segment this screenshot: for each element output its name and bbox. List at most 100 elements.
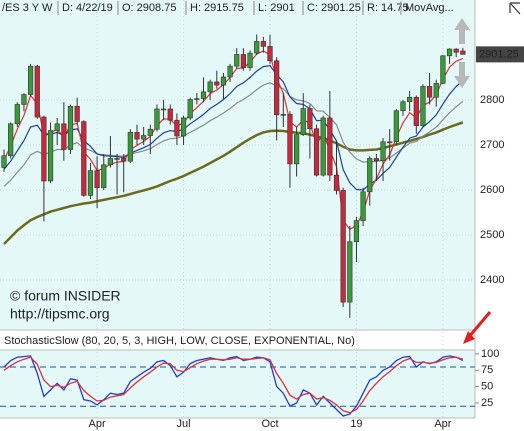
candle-body bbox=[167, 108, 173, 121]
candle-body bbox=[240, 54, 247, 68]
candle-body bbox=[407, 96, 413, 103]
y-tick-label: 2600 bbox=[480, 184, 504, 196]
moving-average bbox=[3, 65, 464, 191]
candle-body bbox=[360, 191, 366, 221]
candle-body bbox=[154, 108, 160, 130]
candle-body bbox=[147, 128, 153, 136]
candle-body bbox=[67, 105, 74, 150]
candle-body bbox=[141, 135, 147, 140]
header-field: D: 4/22/19 bbox=[62, 2, 113, 14]
expand-icon[interactable] bbox=[509, 2, 521, 15]
header-field: L: 2901 bbox=[258, 2, 295, 14]
candle-body bbox=[187, 99, 193, 119]
candle-body bbox=[280, 114, 286, 116]
candle-body bbox=[114, 158, 120, 160]
candle-body bbox=[373, 158, 380, 162]
header-field: /ES 3 Y W bbox=[2, 2, 53, 14]
last-price-label: 2901.25 bbox=[479, 48, 519, 60]
candle-body bbox=[227, 65, 233, 78]
candle-body bbox=[380, 141, 386, 162]
header-field: O: 2908.75 bbox=[122, 2, 176, 14]
stochastic-title: StochasticSlow (80, 20, 5, 3, HIGH, LOW,… bbox=[4, 335, 355, 347]
stochastic-title-bar bbox=[0, 330, 475, 350]
candle-body bbox=[61, 123, 67, 150]
candle-body bbox=[127, 132, 133, 162]
candle-body bbox=[333, 174, 340, 191]
candle-body bbox=[353, 220, 360, 243]
candle-body bbox=[446, 48, 453, 57]
candle-body bbox=[54, 123, 60, 131]
header-field: C: 2901.25 bbox=[307, 2, 361, 14]
candle-body bbox=[27, 65, 34, 95]
up-arrow bbox=[454, 18, 470, 44]
x-tick-label: Jul bbox=[177, 418, 191, 430]
moving-average bbox=[3, 50, 464, 230]
candle-body bbox=[367, 158, 373, 193]
stochastic-line bbox=[3, 355, 464, 417]
watermark: © forum INSIDER bbox=[10, 288, 121, 304]
header-field: MovAvg... bbox=[405, 2, 454, 14]
candle-body bbox=[200, 91, 207, 99]
y-tick-label: 2500 bbox=[480, 229, 504, 241]
candle-body bbox=[121, 158, 127, 162]
candle-body bbox=[207, 81, 213, 93]
y-tick-label: 2800 bbox=[480, 94, 504, 106]
scroll-arrows bbox=[454, 18, 470, 88]
x-tick-label: Oct bbox=[261, 418, 278, 430]
candle-body bbox=[41, 116, 47, 182]
candle-body bbox=[327, 117, 333, 176]
x-tick-label: Apr bbox=[434, 418, 451, 430]
candle-body bbox=[161, 108, 167, 111]
candle-body bbox=[347, 241, 353, 303]
candle-body bbox=[174, 119, 180, 137]
candle-body bbox=[460, 50, 466, 55]
candle-body bbox=[21, 94, 27, 105]
y-tick-label: 25 bbox=[481, 397, 493, 409]
candle-body bbox=[393, 110, 399, 143]
candle-body bbox=[433, 82, 439, 98]
candle-body bbox=[453, 48, 459, 53]
stochastic-plot bbox=[3, 355, 464, 417]
candle-body bbox=[413, 96, 419, 126]
last-price-box bbox=[476, 46, 524, 63]
candle-body bbox=[87, 170, 94, 196]
candle-body bbox=[94, 170, 100, 189]
header-field: R: 14.75 bbox=[367, 2, 409, 14]
candle-body bbox=[426, 86, 433, 98]
candle-body bbox=[340, 190, 346, 303]
candle-body bbox=[214, 81, 220, 86]
y-tick-label: 2700 bbox=[480, 139, 504, 151]
candle-body bbox=[34, 65, 40, 118]
candle-body bbox=[287, 114, 293, 165]
header-field: H: 2915.75 bbox=[190, 2, 244, 14]
candle-body bbox=[254, 41, 260, 54]
watermark: http://tipsmc.org bbox=[10, 306, 110, 322]
red-arrow-head bbox=[463, 331, 475, 344]
candle-body bbox=[247, 52, 253, 68]
candle-body bbox=[274, 60, 280, 116]
y-tick-label: 2400 bbox=[480, 274, 504, 286]
red-arrow bbox=[466, 311, 492, 339]
candle-body bbox=[14, 104, 20, 125]
candle-body bbox=[101, 164, 107, 189]
candle-body bbox=[47, 130, 54, 182]
candle-body bbox=[194, 98, 200, 100]
candle-body bbox=[320, 117, 326, 176]
x-tick-label: Apr bbox=[89, 418, 106, 430]
candle-body bbox=[313, 128, 320, 176]
y-tick-label: 100 bbox=[481, 348, 499, 360]
candle-body bbox=[260, 41, 266, 47]
candle-body bbox=[220, 76, 227, 86]
candle-body bbox=[387, 141, 393, 144]
x-tick-label: 19 bbox=[350, 418, 362, 430]
y-tick-label: 75 bbox=[481, 364, 493, 376]
candle-body bbox=[420, 86, 426, 126]
candle-body bbox=[300, 108, 306, 135]
moving-average bbox=[3, 121, 464, 245]
candle-body bbox=[307, 108, 313, 130]
down-arrow bbox=[454, 62, 470, 88]
candle-body bbox=[180, 117, 187, 137]
price-plot bbox=[1, 34, 466, 318]
candle-body bbox=[107, 158, 113, 166]
